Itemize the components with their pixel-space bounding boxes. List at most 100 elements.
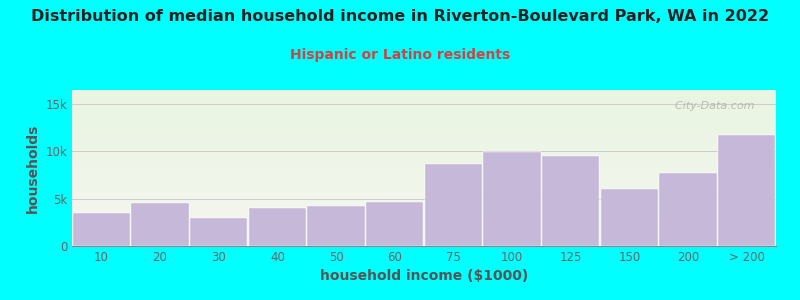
Bar <box>72 112 776 113</box>
Bar <box>72 192 776 193</box>
Bar <box>72 241 776 242</box>
Bar <box>72 199 776 200</box>
Bar <box>72 92 776 93</box>
Bar <box>73 213 130 246</box>
Bar <box>72 141 776 142</box>
Bar <box>72 236 776 237</box>
Bar <box>72 93 776 94</box>
Bar <box>425 164 482 246</box>
Bar <box>72 207 776 208</box>
Bar <box>72 138 776 139</box>
Bar <box>72 162 776 163</box>
Bar <box>72 244 776 245</box>
Bar <box>72 213 776 214</box>
Bar <box>483 152 541 246</box>
Bar <box>72 130 776 131</box>
Bar <box>601 189 658 246</box>
Bar <box>190 218 247 246</box>
Bar <box>718 135 775 246</box>
Bar <box>72 142 776 143</box>
Bar <box>72 132 776 133</box>
Bar <box>72 109 776 110</box>
Bar <box>72 95 776 96</box>
Bar <box>72 125 776 126</box>
Bar <box>72 90 776 91</box>
Bar <box>72 178 776 179</box>
Bar <box>249 208 306 246</box>
Bar <box>72 177 776 178</box>
Bar <box>72 216 776 217</box>
Bar <box>72 114 776 115</box>
Bar <box>72 155 776 156</box>
Bar <box>659 173 717 246</box>
Bar <box>72 161 776 162</box>
Bar <box>72 137 776 138</box>
Bar <box>72 223 776 224</box>
Bar <box>72 220 776 221</box>
Bar <box>72 128 776 129</box>
Bar <box>72 194 776 195</box>
Bar <box>72 145 776 146</box>
Bar <box>72 233 776 234</box>
Bar <box>72 165 776 166</box>
Bar <box>72 198 776 199</box>
Bar <box>72 222 776 223</box>
Bar <box>72 136 776 137</box>
Bar <box>72 127 776 128</box>
Bar <box>72 148 776 149</box>
Bar <box>72 179 776 180</box>
Bar <box>72 103 776 104</box>
Bar <box>366 202 423 246</box>
Bar <box>72 131 776 132</box>
Bar <box>72 118 776 119</box>
Bar <box>72 102 776 103</box>
Bar <box>72 121 776 122</box>
Bar <box>72 218 776 219</box>
Bar <box>72 97 776 98</box>
Bar <box>72 107 776 108</box>
Bar <box>72 147 776 148</box>
Bar <box>72 115 776 116</box>
Bar <box>72 188 776 189</box>
Bar <box>72 164 776 165</box>
Bar <box>72 144 776 145</box>
Bar <box>72 113 776 114</box>
Bar <box>72 215 776 216</box>
Bar <box>131 203 189 246</box>
Bar <box>72 168 776 169</box>
Bar <box>72 200 776 201</box>
Bar <box>72 172 776 173</box>
Bar <box>72 160 776 161</box>
Bar <box>72 235 776 236</box>
Bar <box>72 228 776 229</box>
Bar <box>72 166 776 167</box>
X-axis label: household income ($1000): household income ($1000) <box>320 269 528 284</box>
Bar <box>72 191 776 192</box>
Bar <box>425 164 482 246</box>
Bar <box>72 239 776 240</box>
Bar <box>72 231 776 232</box>
Bar <box>72 133 776 134</box>
Bar <box>72 167 776 168</box>
Bar <box>72 159 776 160</box>
Bar <box>72 203 776 204</box>
Bar <box>72 122 776 123</box>
Bar <box>542 156 599 246</box>
Bar <box>72 204 776 205</box>
Bar <box>72 153 776 154</box>
Bar <box>72 193 776 194</box>
Bar <box>72 221 776 222</box>
Bar <box>190 218 247 246</box>
Bar <box>72 106 776 107</box>
Bar <box>72 209 776 210</box>
Bar <box>72 206 776 207</box>
Bar <box>72 100 776 101</box>
Bar <box>72 175 776 176</box>
Bar <box>72 234 776 235</box>
Bar <box>72 94 776 95</box>
Bar <box>72 217 776 218</box>
Bar <box>72 126 776 127</box>
Text: Distribution of median household income in Riverton-Boulevard Park, WA in 2022: Distribution of median household income … <box>31 9 769 24</box>
Bar <box>72 173 776 174</box>
Bar <box>72 98 776 99</box>
